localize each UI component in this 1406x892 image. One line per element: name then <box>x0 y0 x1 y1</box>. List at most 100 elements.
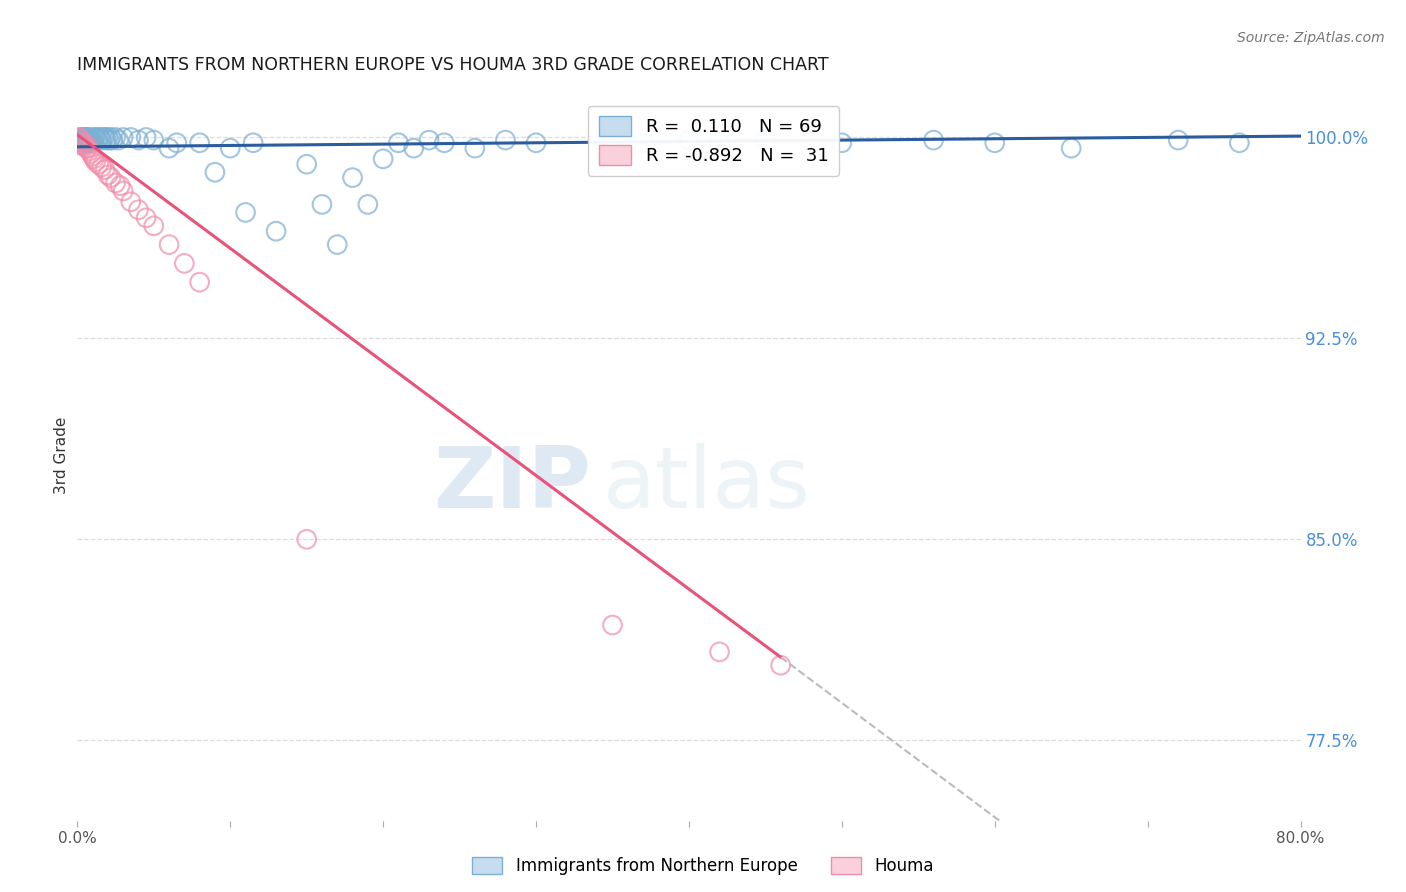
Point <box>73 133 96 147</box>
Text: IMMIGRANTS FROM NORTHERN EUROPE VS HOUMA 3RD GRADE CORRELATION CHART: IMMIGRANTS FROM NORTHERN EUROPE VS HOUMA… <box>77 56 830 74</box>
Point <box>91 130 114 145</box>
Point <box>73 130 96 145</box>
Point <box>77 130 100 145</box>
Point <box>922 133 945 147</box>
Point <box>984 136 1007 150</box>
Point <box>70 138 93 153</box>
Point <box>94 130 117 145</box>
Point <box>69 133 91 147</box>
Point <box>79 130 101 145</box>
Point <box>101 133 124 147</box>
Point <box>83 152 105 166</box>
Point <box>108 178 131 193</box>
Point <box>120 194 142 209</box>
Point <box>76 130 98 145</box>
Point <box>1229 136 1251 150</box>
Text: atlas: atlas <box>603 442 811 525</box>
Point <box>311 197 333 211</box>
Point <box>166 136 188 150</box>
Point <box>72 130 94 145</box>
Point <box>1060 141 1083 155</box>
Point <box>754 133 776 147</box>
Point <box>90 133 112 147</box>
Point <box>495 133 517 147</box>
Point <box>142 219 165 233</box>
Point <box>73 138 96 153</box>
Legend: Immigrants from Northern Europe, Houma: Immigrants from Northern Europe, Houma <box>465 850 941 882</box>
Point <box>157 237 180 252</box>
Point <box>188 275 211 289</box>
Point <box>769 658 792 673</box>
Point <box>264 224 287 238</box>
Point <box>77 133 100 147</box>
Point <box>104 130 127 145</box>
Point <box>84 130 107 145</box>
Point <box>77 141 100 155</box>
Point <box>173 256 195 270</box>
Point <box>100 130 122 145</box>
Point <box>602 141 624 155</box>
Point <box>86 133 108 147</box>
Point <box>831 136 853 150</box>
Legend: R =  0.110   N = 69, R = -0.892   N =  31: R = 0.110 N = 69, R = -0.892 N = 31 <box>588 105 839 176</box>
Point <box>631 136 654 150</box>
Point <box>87 130 110 145</box>
Y-axis label: 3rd Grade: 3rd Grade <box>53 417 69 493</box>
Point <box>97 130 120 145</box>
Point <box>709 645 731 659</box>
Point <box>98 133 121 147</box>
Point <box>242 136 264 150</box>
Point <box>79 136 101 150</box>
Point <box>100 170 122 185</box>
Point <box>107 133 129 147</box>
Point <box>295 533 318 547</box>
Point <box>371 152 394 166</box>
Point <box>104 176 127 190</box>
Point <box>402 141 425 155</box>
Point <box>135 211 157 225</box>
Point <box>204 165 226 179</box>
Point <box>157 141 180 155</box>
Point <box>112 184 135 198</box>
Point <box>89 130 111 145</box>
Point <box>72 136 94 150</box>
Point <box>83 130 105 145</box>
Point <box>82 133 104 147</box>
Point <box>79 144 101 158</box>
Point <box>72 136 94 150</box>
Text: ZIP: ZIP <box>433 442 591 525</box>
Point <box>87 157 110 171</box>
Point <box>342 170 364 185</box>
Point <box>295 157 318 171</box>
Point <box>135 130 157 145</box>
Point <box>235 205 257 219</box>
Point <box>84 154 107 169</box>
Text: Source: ZipAtlas.com: Source: ZipAtlas.com <box>1237 31 1385 45</box>
Point <box>142 133 165 147</box>
Point <box>70 136 93 150</box>
Point <box>82 149 104 163</box>
Point <box>357 197 380 211</box>
Point <box>80 146 103 161</box>
Point <box>188 136 211 150</box>
Point <box>433 136 456 150</box>
Point <box>96 133 118 147</box>
Point <box>464 141 486 155</box>
Point <box>76 136 98 150</box>
Point <box>94 162 117 177</box>
Point <box>90 160 112 174</box>
Point <box>128 202 150 217</box>
Point <box>67 130 90 145</box>
Point <box>387 136 409 150</box>
Point <box>67 133 90 147</box>
Point <box>418 133 440 147</box>
Point <box>524 136 547 150</box>
Point <box>69 130 91 145</box>
Point <box>69 136 91 150</box>
Point <box>128 133 150 147</box>
Point <box>70 133 93 147</box>
Point <box>219 141 242 155</box>
Point <box>678 133 700 147</box>
Point <box>120 130 142 145</box>
Point <box>602 618 624 632</box>
